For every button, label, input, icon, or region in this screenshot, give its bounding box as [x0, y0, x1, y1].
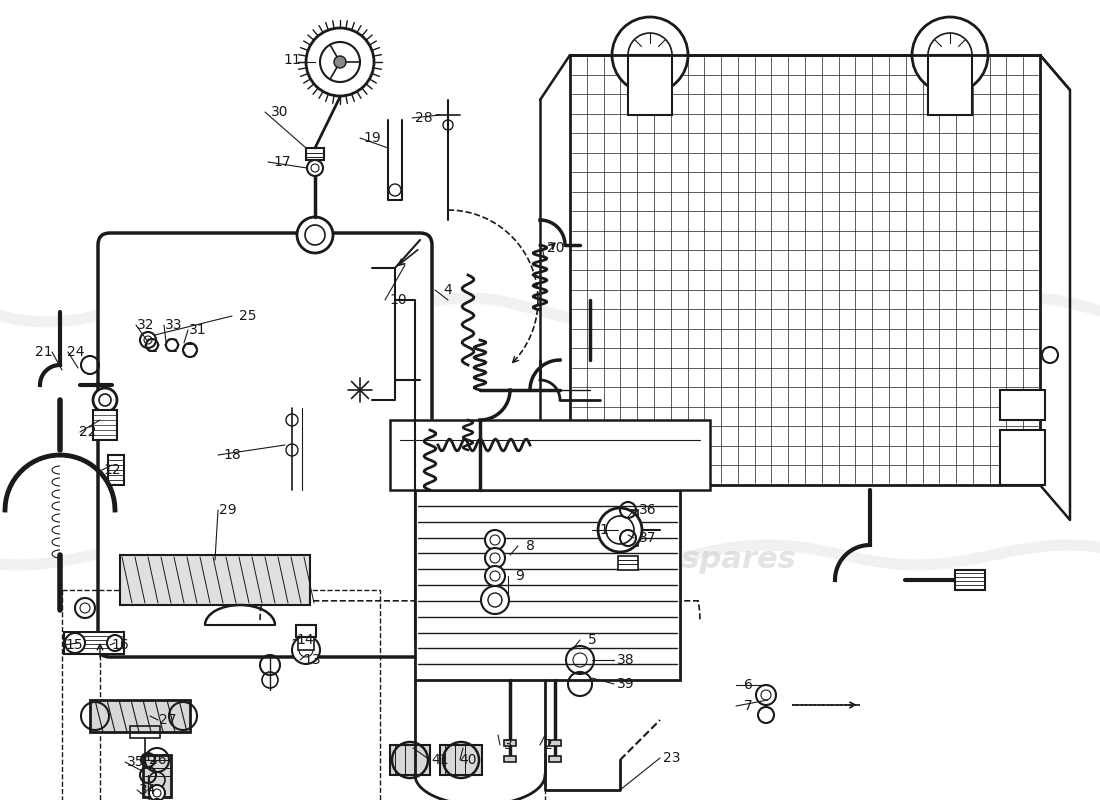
Text: 33: 33: [165, 318, 183, 332]
Text: 26: 26: [150, 753, 167, 767]
Text: 23: 23: [663, 751, 681, 765]
Bar: [618, 532, 638, 546]
Bar: [130, 726, 159, 738]
Bar: [504, 740, 516, 746]
Text: 30: 30: [272, 105, 288, 119]
Text: 35: 35: [128, 755, 145, 769]
Text: 14: 14: [296, 633, 314, 647]
Bar: [955, 570, 984, 590]
Text: 27: 27: [160, 713, 177, 727]
Circle shape: [107, 635, 123, 651]
Bar: [298, 634, 314, 650]
Text: eurospares: eurospares: [144, 315, 337, 345]
Text: 12: 12: [103, 463, 121, 477]
Circle shape: [485, 530, 505, 550]
Circle shape: [306, 28, 374, 96]
Bar: [570, 55, 1040, 485]
Text: 38: 38: [617, 653, 635, 667]
Circle shape: [94, 388, 117, 412]
Circle shape: [334, 56, 346, 68]
Text: 7: 7: [744, 699, 752, 713]
Text: 40: 40: [460, 753, 476, 767]
Circle shape: [928, 33, 972, 77]
Text: 4: 4: [443, 283, 452, 297]
Text: 18: 18: [223, 448, 241, 462]
Polygon shape: [390, 745, 430, 775]
Bar: [94, 410, 117, 440]
Bar: [1000, 430, 1045, 485]
Text: 36: 36: [639, 503, 657, 517]
Bar: [504, 756, 516, 762]
Bar: [628, 55, 672, 115]
Text: 10: 10: [389, 293, 407, 307]
Bar: [120, 555, 310, 605]
Text: 20: 20: [548, 241, 564, 255]
Bar: [618, 510, 638, 524]
Circle shape: [307, 160, 323, 176]
Text: 37: 37: [639, 531, 657, 545]
Bar: [90, 700, 190, 732]
Text: 6: 6: [744, 678, 752, 692]
Circle shape: [756, 685, 775, 705]
Text: 22: 22: [79, 425, 97, 439]
FancyBboxPatch shape: [98, 233, 432, 657]
Text: eurospares: eurospares: [604, 546, 796, 574]
Polygon shape: [440, 745, 482, 775]
Text: 8: 8: [526, 539, 535, 553]
Text: 25: 25: [240, 309, 256, 323]
Text: 28: 28: [415, 111, 432, 125]
Text: 29: 29: [219, 503, 236, 517]
Text: 17: 17: [273, 155, 290, 169]
Text: 16: 16: [111, 638, 129, 652]
Text: 41: 41: [431, 753, 449, 767]
Text: 1: 1: [600, 523, 608, 537]
Bar: [549, 740, 561, 746]
Circle shape: [485, 548, 505, 568]
Bar: [108, 455, 124, 485]
Bar: [618, 556, 638, 570]
Circle shape: [628, 33, 672, 77]
Circle shape: [148, 785, 165, 800]
Bar: [549, 756, 561, 762]
Text: 15: 15: [65, 638, 82, 652]
Text: 31: 31: [189, 323, 207, 337]
Bar: [1000, 390, 1045, 420]
Circle shape: [758, 707, 774, 723]
Text: 5: 5: [587, 633, 596, 647]
Bar: [415, 490, 680, 680]
Bar: [143, 755, 170, 797]
Circle shape: [320, 42, 360, 82]
Bar: [306, 148, 324, 160]
Circle shape: [485, 566, 505, 586]
Text: 34: 34: [140, 783, 156, 797]
Bar: [296, 625, 316, 637]
Text: 19: 19: [363, 131, 381, 145]
Text: 2: 2: [543, 738, 552, 752]
Circle shape: [612, 17, 688, 93]
Circle shape: [912, 17, 988, 93]
Text: 32: 32: [138, 318, 155, 332]
Circle shape: [481, 586, 509, 614]
Text: 3: 3: [504, 738, 513, 752]
Bar: [928, 55, 972, 115]
Text: 11: 11: [283, 53, 301, 67]
Text: 9: 9: [516, 569, 525, 583]
Text: 39: 39: [617, 677, 635, 691]
Circle shape: [292, 636, 320, 664]
Text: 21: 21: [35, 345, 53, 359]
Text: 13: 13: [304, 653, 321, 667]
Circle shape: [297, 217, 333, 253]
Bar: [390, 420, 710, 490]
Circle shape: [150, 799, 164, 800]
Circle shape: [65, 633, 85, 653]
Circle shape: [598, 508, 642, 552]
Bar: [64, 632, 124, 654]
Text: 24: 24: [67, 345, 85, 359]
